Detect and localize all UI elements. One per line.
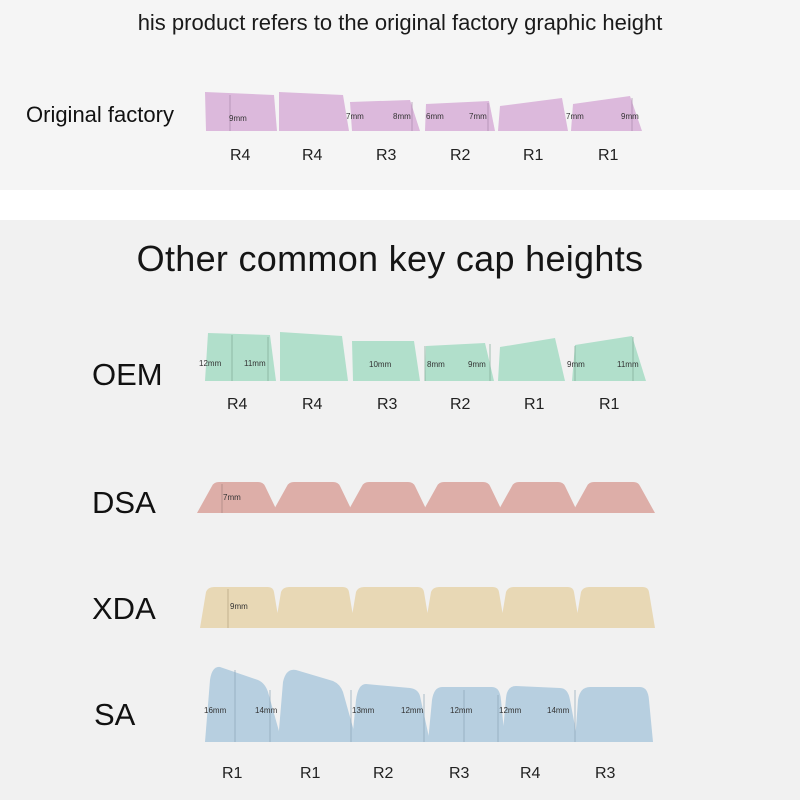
original-factory-label: Original factory xyxy=(26,102,174,127)
orig-keycap-r3 xyxy=(350,100,420,131)
sa-measure-5: 12mm xyxy=(450,706,473,715)
oem-row-label-5: R1 xyxy=(524,396,545,413)
orig-keycap-r4-b xyxy=(279,92,349,131)
sa-row-label-4: R3 xyxy=(449,765,470,782)
sa-keycap-r3-a xyxy=(428,687,505,742)
oem-keycap-r1-b xyxy=(572,336,646,381)
dsa-keycap-2 xyxy=(272,482,353,513)
oem-label: OEM xyxy=(92,357,163,392)
sa-label: SA xyxy=(94,697,136,732)
top-panel xyxy=(0,0,800,190)
oem-measure-2: 11mm xyxy=(244,359,266,368)
oem-row-label-4: R2 xyxy=(450,396,471,413)
sa-keycap-r4 xyxy=(502,686,578,742)
section-divider xyxy=(0,190,800,220)
sa-row-label-1: R1 xyxy=(222,765,243,782)
sa-row-label-5: R4 xyxy=(520,765,541,782)
orig-row-label-1: R4 xyxy=(230,147,251,164)
sa-row-label-3: R2 xyxy=(373,765,394,782)
orig-row-label-4: R2 xyxy=(450,147,471,164)
sa-keycap-r1-b xyxy=(278,669,357,742)
orig-row-label-3: R3 xyxy=(376,147,397,164)
oem-measure-4: 8mm xyxy=(427,360,445,369)
sa-measure-6: 12mm xyxy=(499,706,522,715)
dsa-keycap-1 xyxy=(197,482,278,513)
oem-measure-6: 9mm xyxy=(567,360,585,369)
oem-measure-7: 11mm xyxy=(617,360,639,369)
orig-row-label-2: R4 xyxy=(302,147,323,164)
xda-keycap-5 xyxy=(500,587,580,628)
oem-measure-3: 10mm xyxy=(369,360,392,369)
orig-measure-5: 7mm xyxy=(469,112,487,121)
orig-keycap-r1-a xyxy=(498,98,568,131)
oem-keycap-r1-a xyxy=(498,338,565,381)
oem-keycap-r3 xyxy=(352,341,420,381)
top-caption: his product refers to the original facto… xyxy=(137,10,663,35)
dsa-measure-1: 7mm xyxy=(223,493,241,502)
sa-measure-2: 14mm xyxy=(255,706,278,715)
orig-row-label-5: R1 xyxy=(523,147,544,164)
oem-row-label-1: R4 xyxy=(227,396,248,413)
sa-row-label-2: R1 xyxy=(300,765,321,782)
oem-keycap-r4-a xyxy=(205,333,276,381)
original-keycap-row xyxy=(205,92,642,131)
oem-measure-5: 9mm xyxy=(468,360,486,369)
orig-measure-2: 7mm xyxy=(346,112,364,121)
orig-keycap-r4-a xyxy=(205,92,277,131)
oem-keycap-r2 xyxy=(425,343,494,381)
dsa-keycap-3 xyxy=(347,482,428,513)
orig-measure-6: 7mm xyxy=(566,112,584,121)
xda-measure-1: 9mm xyxy=(230,602,248,611)
oem-measure-1: 12mm xyxy=(199,359,222,368)
sa-keycap-r2 xyxy=(352,684,430,742)
sa-keycap-r1-a xyxy=(205,666,282,742)
orig-keycap-r2 xyxy=(425,101,495,131)
oem-keycap-row xyxy=(205,332,646,381)
sa-measure-7: 14mm xyxy=(547,706,570,715)
xda-label: XDA xyxy=(92,591,156,626)
oem-keycap-r4-b xyxy=(280,332,348,381)
oem-row-label-6: R1 xyxy=(599,396,620,413)
orig-row-label-6: R1 xyxy=(598,147,619,164)
xda-keycap-6 xyxy=(575,587,655,628)
orig-measure-1: 9mm xyxy=(229,114,247,123)
orig-measure-4: 6mm xyxy=(426,112,444,121)
sa-measure-1: 16mm xyxy=(204,706,227,715)
xda-keycap-4 xyxy=(425,587,505,628)
sa-measure-4: 12mm xyxy=(401,706,424,715)
xda-keycap-2 xyxy=(275,587,355,628)
oem-row-label-3: R3 xyxy=(377,396,398,413)
xda-keycap-1 xyxy=(200,587,280,628)
oem-row-label-2: R4 xyxy=(302,396,323,413)
section-heading: Other common key cap heights xyxy=(136,238,644,279)
dsa-keycap-4 xyxy=(422,482,503,513)
sa-keycap-r3-b xyxy=(575,687,653,742)
sa-row-label-6: R3 xyxy=(595,765,616,782)
orig-keycap-r1-b xyxy=(571,96,642,131)
sa-keycap-row xyxy=(205,666,653,742)
orig-measure-7: 9mm xyxy=(621,112,639,121)
xda-keycap-row xyxy=(200,587,655,628)
dsa-keycap-6 xyxy=(572,482,655,513)
dsa-keycap-5 xyxy=(497,482,578,513)
sa-measure-3: 13mm xyxy=(352,706,375,715)
dsa-keycap-row xyxy=(197,482,655,513)
orig-measure-3: 8mm xyxy=(393,112,411,121)
xda-keycap-3 xyxy=(350,587,430,628)
dsa-label: DSA xyxy=(92,485,156,520)
